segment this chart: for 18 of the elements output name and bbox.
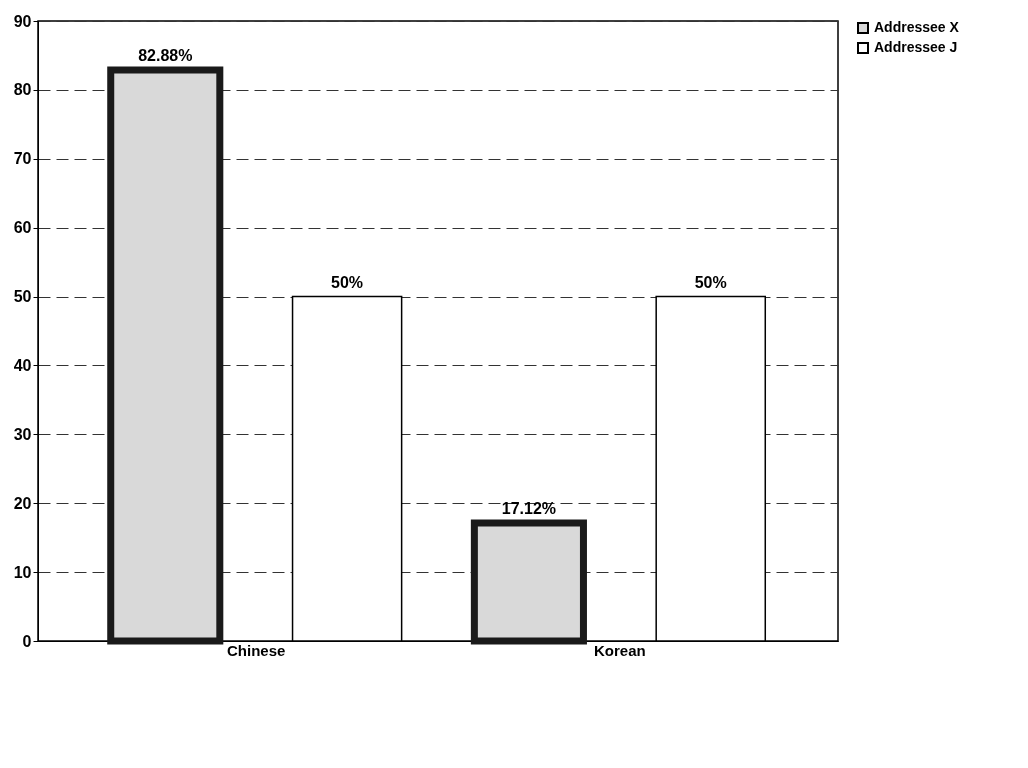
y-tick-label: 50 bbox=[13, 288, 32, 306]
data-label: 50% bbox=[331, 273, 364, 291]
y-tick-label: 20 bbox=[13, 494, 32, 512]
y-tick-label: 30 bbox=[13, 425, 32, 443]
data-label: 82.88% bbox=[138, 47, 193, 65]
x-tick-label: Chinese bbox=[227, 641, 286, 659]
data-label: 17.12% bbox=[501, 500, 557, 518]
y-tick-label: 0 bbox=[22, 632, 32, 650]
legend-label: Addressee X bbox=[874, 19, 960, 35]
legend-label: Addressee J bbox=[874, 39, 958, 55]
y-tick-label: 90 bbox=[13, 12, 32, 30]
y-tick-label: 10 bbox=[13, 563, 32, 581]
data-label: 50% bbox=[694, 273, 727, 291]
y-tick-label: 80 bbox=[13, 81, 32, 99]
y-tick-label: 70 bbox=[13, 150, 32, 168]
y-tick-label: 60 bbox=[13, 219, 32, 237]
y-tick-label: 40 bbox=[13, 356, 32, 374]
x-tick-label: Korean bbox=[593, 641, 646, 659]
